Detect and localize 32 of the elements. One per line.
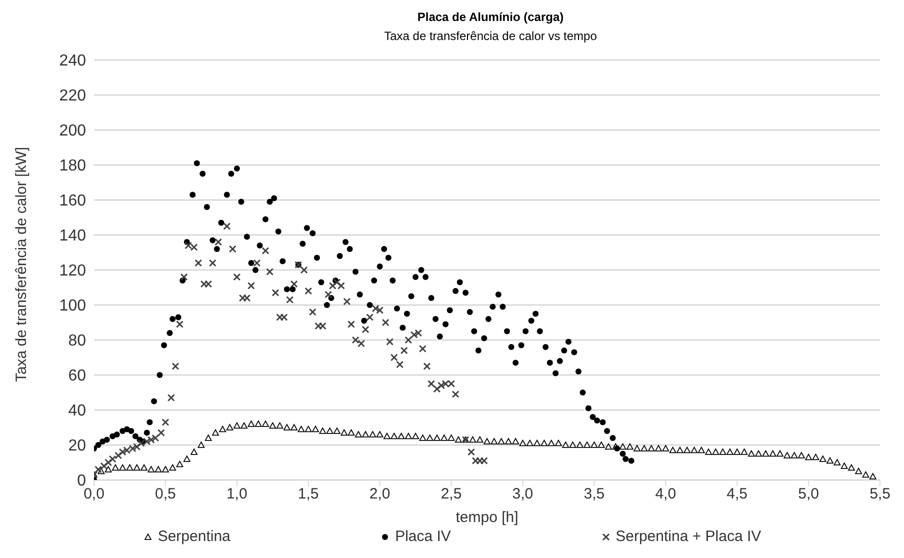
x-tick-label: 2,0 xyxy=(369,486,390,503)
y-axis-title: Taxa de transferência de calor [kW] xyxy=(14,146,31,382)
x-tick-label: 2,5 xyxy=(440,486,462,503)
x-tick-label: 0,5 xyxy=(155,486,176,503)
y-tick-label: 40 xyxy=(68,402,86,420)
x-tick-label: 4,5 xyxy=(726,486,748,503)
y-tick-label: 20 xyxy=(68,438,86,455)
y-tick-label: 240 xyxy=(59,52,86,70)
y-tick-label: 160 xyxy=(59,192,86,210)
y-tick-label: 180 xyxy=(59,158,86,175)
y-tick-label: 100 xyxy=(59,298,86,315)
x-tick-label: 3,0 xyxy=(512,486,534,503)
y-tick-label: 0 xyxy=(77,472,86,490)
x-tick-label: 3,5 xyxy=(584,486,605,503)
x-tick-label: 5,0 xyxy=(798,486,819,503)
x-tick-label: 0,0 xyxy=(84,486,104,503)
x-tick-label: 5,5 xyxy=(870,486,890,503)
x-tick-label: 4,0 xyxy=(655,486,676,503)
x-tick-label: 1,0 xyxy=(226,486,248,503)
x-axis-title: tempo [h] xyxy=(456,509,518,526)
y-tick-label: 200 xyxy=(59,122,86,140)
legend-label: Serpentina + Placa IV xyxy=(616,528,762,545)
y-tick-label: 220 xyxy=(59,88,86,105)
legend-label: Placa IV xyxy=(395,528,451,545)
y-tick-label: 60 xyxy=(68,368,86,385)
chart-title: Placa de Alumínio (carga) xyxy=(416,10,565,24)
y-tick-label: 120 xyxy=(59,262,86,280)
legend-label: Serpentina xyxy=(158,528,230,545)
y-tick-label: 80 xyxy=(68,332,86,350)
y-tick-label: 140 xyxy=(59,228,86,245)
chart-subtitle: Taxa de transferência de calor vs tempo xyxy=(383,29,598,43)
x-tick-label: 1,5 xyxy=(298,486,319,503)
